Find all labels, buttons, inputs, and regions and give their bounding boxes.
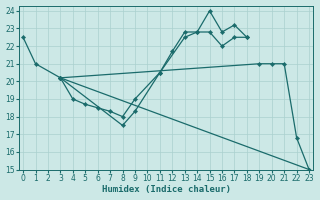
X-axis label: Humidex (Indice chaleur): Humidex (Indice chaleur) — [101, 185, 231, 194]
